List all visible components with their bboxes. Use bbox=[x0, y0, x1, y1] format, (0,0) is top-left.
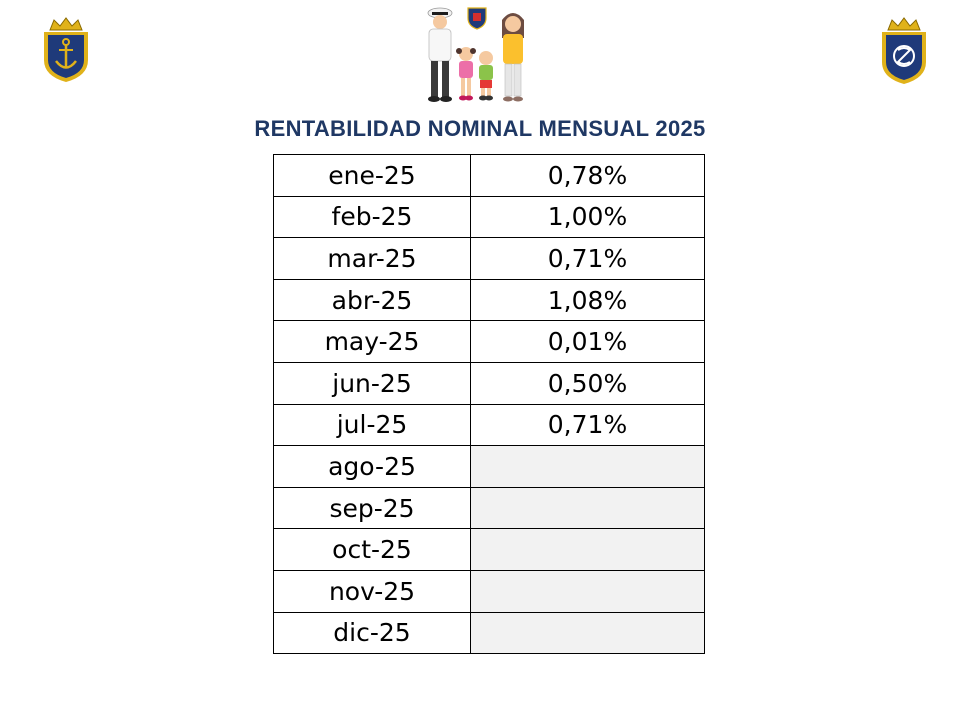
family-with-sailor-illustration bbox=[427, 7, 524, 102]
month-cell: feb-25 bbox=[273, 195, 471, 239]
month-cell: dic-25 bbox=[273, 611, 471, 655]
rate-cell bbox=[470, 486, 705, 530]
rate-cell: 0,50% bbox=[470, 361, 705, 405]
table-row: feb-25 1,00% bbox=[273, 195, 705, 239]
month-cell: nov-25 bbox=[273, 569, 471, 613]
rate-cell: 0,78% bbox=[470, 154, 705, 197]
month-cell: sep-25 bbox=[273, 486, 471, 530]
navy-anchor-crest-icon bbox=[44, 17, 88, 82]
page-title: RENTABILIDAD NOMINAL MENSUAL 2025 bbox=[254, 116, 706, 141]
rate-cell: 1,00% bbox=[470, 195, 705, 239]
table-row: jul-25 0,71% bbox=[273, 403, 705, 447]
rate-cell bbox=[470, 611, 705, 655]
table-row: ago-25 bbox=[273, 445, 705, 488]
rate-cell bbox=[470, 569, 705, 613]
table-row: mar-25 0,71% bbox=[273, 237, 705, 280]
month-cell: oct-25 bbox=[273, 528, 471, 571]
navy-crest-icon bbox=[882, 17, 926, 84]
month-cell: jun-25 bbox=[273, 361, 471, 405]
month-cell: mar-25 bbox=[273, 237, 471, 280]
table-row: oct-25 bbox=[273, 528, 705, 571]
table-row: abr-25 1,08% bbox=[273, 278, 705, 322]
month-cell: ene-25 bbox=[273, 154, 471, 197]
rate-cell bbox=[470, 528, 705, 571]
table-row: may-25 0,01% bbox=[273, 320, 705, 363]
rate-cell bbox=[470, 445, 705, 488]
table-row: ene-25 0,78% bbox=[273, 154, 705, 197]
rate-cell: 1,08% bbox=[470, 278, 705, 322]
table-row: dic-25 bbox=[273, 611, 705, 655]
table-row: nov-25 bbox=[273, 569, 705, 613]
monthly-returns-table: ene-25 0,78% feb-25 1,00% mar-25 0,71% abr-25 1… bbox=[273, 154, 705, 655]
table-row: jun-25 0,50% bbox=[273, 361, 705, 405]
table-row: sep-25 bbox=[273, 486, 705, 530]
month-cell: abr-25 bbox=[273, 278, 471, 322]
rate-cell: 0,71% bbox=[470, 403, 705, 447]
month-cell: may-25 bbox=[273, 320, 471, 363]
month-cell: jul-25 bbox=[273, 403, 471, 447]
rate-cell: 0,71% bbox=[470, 237, 705, 280]
rate-cell: 0,01% bbox=[470, 320, 705, 363]
month-cell: ago-25 bbox=[273, 445, 471, 488]
